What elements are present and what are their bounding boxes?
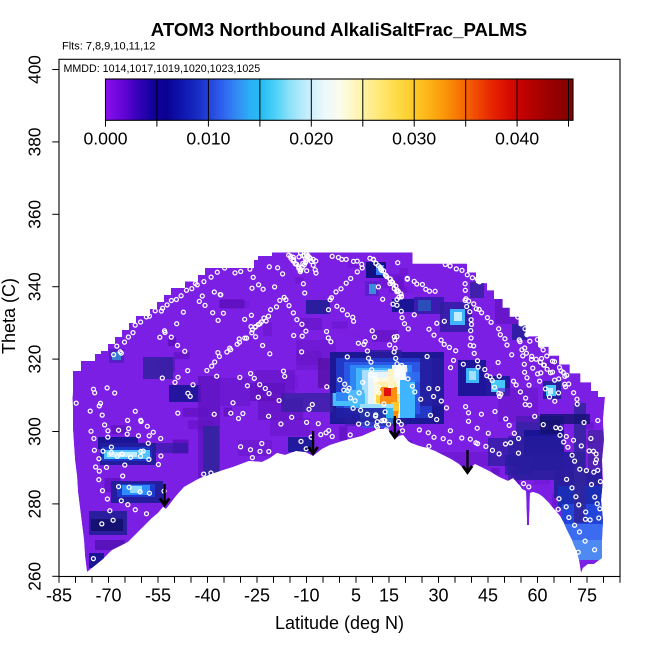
svg-text:400: 400 <box>25 55 45 84</box>
svg-text:0.030: 0.030 <box>392 129 436 149</box>
svg-text:ATOM3 Northbound AlkaliSaltFra: ATOM3 Northbound AlkaliSaltFrac_PALMS <box>151 19 527 40</box>
svg-text:0.040: 0.040 <box>495 129 539 149</box>
svg-text:-25: -25 <box>244 586 270 606</box>
svg-text:Latitude (deg N): Latitude (deg N) <box>275 613 404 633</box>
svg-text:-70: -70 <box>95 586 121 606</box>
svg-text:340: 340 <box>25 272 45 301</box>
svg-text:15: 15 <box>379 586 399 606</box>
svg-text:0.010: 0.010 <box>186 129 230 149</box>
svg-text:0.020: 0.020 <box>289 129 333 149</box>
svg-text:-10: -10 <box>293 586 319 606</box>
svg-text:260: 260 <box>25 562 45 591</box>
svg-text:45: 45 <box>478 586 498 606</box>
svg-text:30: 30 <box>428 586 448 606</box>
svg-text:380: 380 <box>25 127 45 156</box>
svg-text:Theta (C): Theta (C) <box>0 278 19 354</box>
svg-text:280: 280 <box>25 489 45 518</box>
svg-text:MMDD: 1014,1017,1019,1020,1023: MMDD: 1014,1017,1019,1020,1023,1025 <box>64 63 261 75</box>
svg-text:75: 75 <box>577 586 597 606</box>
svg-text:0.000: 0.000 <box>83 129 127 149</box>
svg-text:60: 60 <box>527 586 547 606</box>
svg-text:Flts: 7,8,9,10,11,12: Flts: 7,8,9,10,11,12 <box>62 41 155 53</box>
svg-text:-55: -55 <box>145 586 171 606</box>
svg-text:-85: -85 <box>46 586 72 606</box>
svg-text:360: 360 <box>25 200 45 229</box>
svg-text:5: 5 <box>351 586 361 606</box>
svg-text:-40: -40 <box>194 586 220 606</box>
svg-text:300: 300 <box>25 417 45 446</box>
svg-text:320: 320 <box>25 345 45 374</box>
